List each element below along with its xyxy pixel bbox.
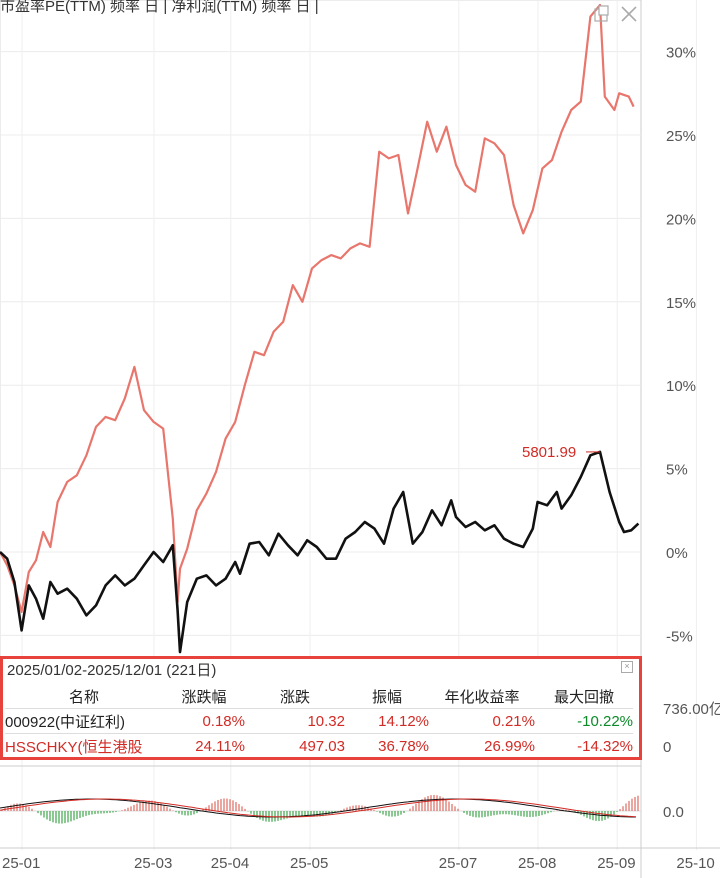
- y-tick-label: -5%: [666, 628, 693, 645]
- y-tick-label: 20%: [666, 211, 696, 228]
- row-drawdown: -10.22%: [535, 708, 633, 734]
- stats-table: 名称 涨跌幅 涨跌 振幅 年化收益率 最大回撤 000922(中证红利) 0.1…: [5, 684, 633, 758]
- series-line: [0, 450, 640, 654]
- x-tick-label: 25-09: [597, 855, 635, 872]
- y-tick-label: 25%: [666, 128, 696, 145]
- stats-close-icon[interactable]: ×: [621, 661, 633, 673]
- x-tick-label: 25-08: [518, 855, 556, 872]
- row-annual: 26.99%: [429, 733, 535, 758]
- restore-icon[interactable]: [594, 5, 609, 22]
- macd-dif-line: [0, 798, 636, 818]
- row-name: HSSCHKY(恒生港股: [5, 733, 163, 758]
- table-row[interactable]: HSSCHKY(恒生港股 24.11% 497.03 36.78% 26.99%…: [5, 733, 633, 758]
- col-amp[interactable]: 振幅: [371, 688, 402, 706]
- x-tick-label: 25-05: [290, 855, 328, 872]
- y-tick-label: 0%: [666, 545, 688, 562]
- row-name: 000922(中证红利): [5, 708, 163, 734]
- y-tick-label: 15%: [666, 295, 696, 312]
- macd-dea-line: [0, 798, 637, 818]
- plot-border: [0, 0, 642, 661]
- table-row[interactable]: 000922(中证红利) 0.18% 10.32 14.12% 0.21% -1…: [5, 708, 633, 734]
- row-chg: 10.32: [245, 708, 345, 734]
- row-chg: 497.03: [245, 733, 345, 758]
- row-chg-pct: 24.11%: [163, 733, 245, 758]
- stats-date-range: 2025/01/02-2025/12/01 (221日): [7, 662, 217, 679]
- series-line: [0, 3, 635, 614]
- y-tick-label: 30%: [666, 45, 696, 62]
- row-drawdown: -14.32%: [535, 733, 633, 758]
- stats-header-row: 名称 涨跌幅 涨跌 振幅 年化收益率 最大回撤: [5, 684, 633, 709]
- close-icon[interactable]: [621, 6, 637, 22]
- col-chg-pct[interactable]: 涨跌幅: [181, 688, 227, 706]
- row-amp: 36.78%: [345, 733, 429, 758]
- col-annual[interactable]: 年化收益率: [444, 688, 520, 706]
- x-tick-label: 25-07: [439, 855, 477, 872]
- macd-tick-label: 0.0: [663, 804, 684, 821]
- x-tick-label: 25-04: [211, 855, 249, 872]
- x-tick-label: 25-03: [134, 855, 172, 872]
- x-tick-label: 25-01: [2, 855, 40, 872]
- interval-stats-panel: 2025/01/02-2025/12/01 (221日) × 名称 涨跌幅 涨跌…: [0, 656, 642, 760]
- x-tick-label: 25-10: [676, 855, 714, 872]
- chart-window-controls: [592, 4, 642, 31]
- row-amp: 14.12%: [345, 708, 429, 734]
- col-name[interactable]: 名称: [68, 688, 99, 706]
- indicator-header[interactable]: 市盈率PE(TTM) 频率 日 | 净利润(TTM) 频率 日 |: [0, 0, 319, 15]
- y-tick-label: 5%: [666, 462, 688, 479]
- y-tick-label: 10%: [666, 378, 696, 395]
- row-chg-pct: 0.18%: [163, 708, 245, 734]
- col-chg[interactable]: 涨跌: [279, 688, 310, 706]
- peak-label: 5801.99: [522, 444, 576, 461]
- vol-tick-label: 736.00亿: [663, 701, 720, 718]
- col-drawdown[interactable]: 最大回撤: [553, 688, 614, 706]
- row-annual: 0.21%: [429, 708, 535, 734]
- vol-tick-label: 0: [663, 739, 671, 756]
